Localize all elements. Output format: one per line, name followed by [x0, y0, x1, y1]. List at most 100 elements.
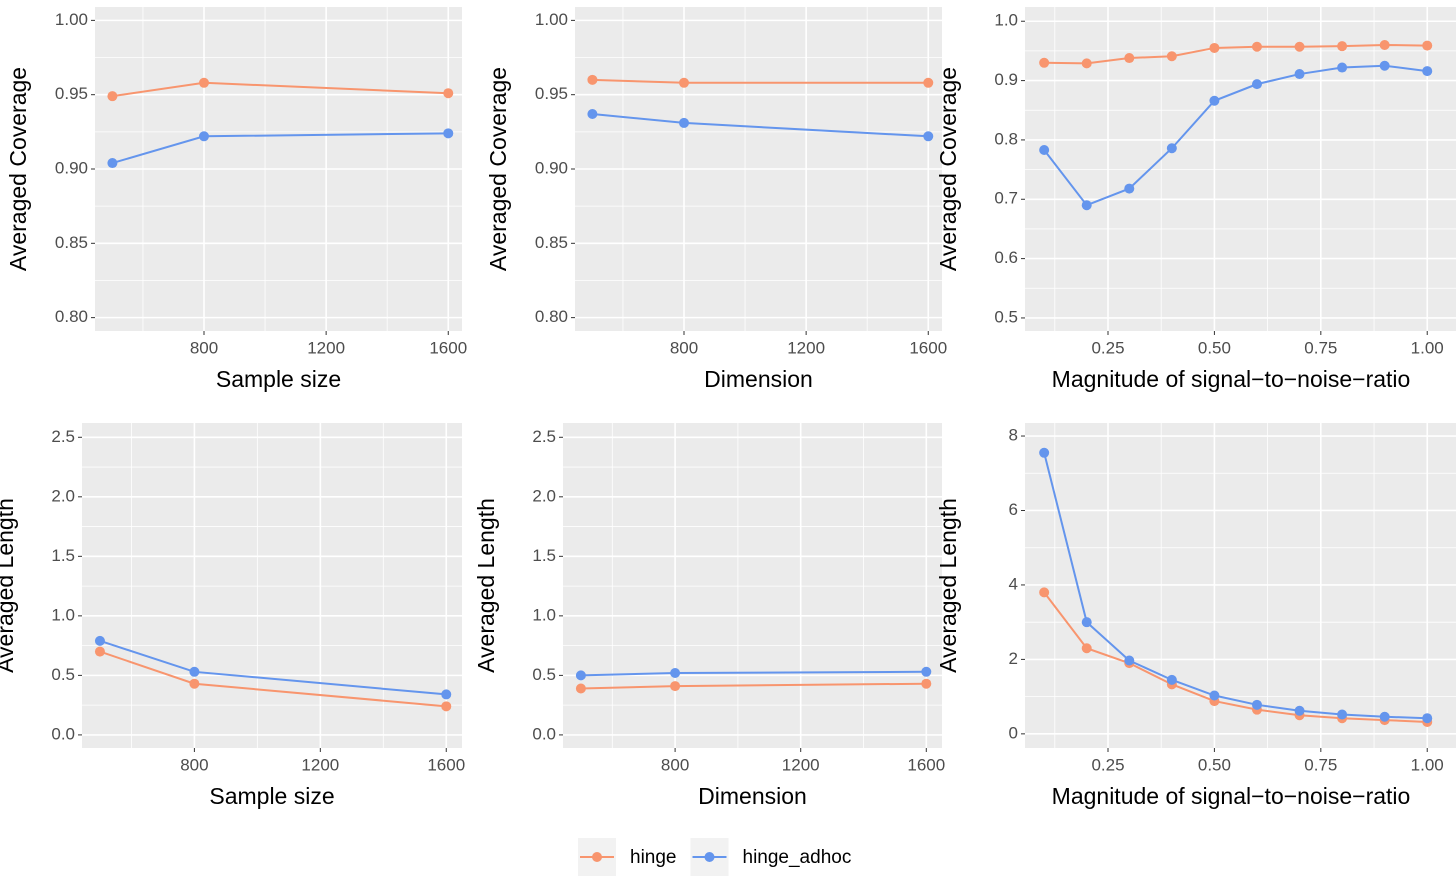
y-axis-title: Averaged Coverage [5, 67, 31, 271]
x-tick-label: 1.00 [1411, 338, 1444, 357]
y-tick-label: 0.85 [535, 233, 568, 252]
data-point [443, 128, 454, 139]
y-tick-label: 2.5 [51, 427, 75, 446]
y-axis-title: Averaged Length [935, 498, 961, 673]
x-tick-label: 1.00 [1411, 755, 1444, 774]
x-tick-label: 0.75 [1304, 755, 1337, 774]
x-axis-title: Magnitude of signal−to−noise−ratio [1052, 783, 1411, 809]
y-tick-label: 0.8 [994, 129, 1018, 148]
data-point [1039, 145, 1050, 156]
x-tick-label: 1200 [307, 338, 345, 357]
data-point [1081, 58, 1092, 69]
series-line [1043, 452, 1428, 720]
y-tick-label: 0.80 [535, 307, 568, 326]
x-tick-label: 800 [661, 755, 689, 774]
x-tick-label: 1600 [909, 338, 947, 357]
data-point [587, 74, 598, 85]
y-tick-label: 1.5 [51, 546, 75, 565]
data-point [1337, 62, 1348, 73]
data-point [1337, 709, 1348, 720]
y-tick-label: 1.0 [51, 605, 75, 624]
data-point [1294, 69, 1305, 80]
y-tick-label: 0 [1009, 723, 1018, 742]
data-point [189, 666, 200, 677]
data-point [1251, 699, 1262, 710]
y-tick-label: 0.90 [535, 158, 568, 177]
y-tick-label: 2.0 [532, 486, 556, 505]
data-point [1337, 41, 1348, 52]
y-tick-label: 0.7 [994, 189, 1018, 208]
panel: 0.80 0.85 0.90 0.95 1.00 800 1200 1600 Sample si… [5, 7, 467, 392]
y-tick-label: 0.90 [55, 158, 88, 177]
series-line [1043, 591, 1428, 723]
y-tick-label: 2 [1009, 649, 1018, 668]
panel: 0.0 0.5 1.0 1.5 2.0 2.5 800 1200 1600 Sample size… [0, 423, 465, 809]
data-point [94, 646, 105, 657]
data-point [1124, 655, 1135, 666]
y-axis-title: Averaged Length [0, 498, 18, 673]
series-line [1043, 64, 1428, 207]
y-tick-label: 1.00 [535, 10, 568, 29]
panel-background [1025, 7, 1456, 331]
panel: 0.5 0.6 0.7 0.8 0.9 1.0 0.25 0.50 0.75 1.00Magnit… [935, 7, 1456, 392]
y-tick-label: 0.5 [51, 665, 75, 684]
data-point [1124, 183, 1135, 194]
y-tick-label: 8 [1009, 426, 1018, 445]
y-tick-label: 1.0 [532, 605, 556, 624]
legend-label: hinge [630, 847, 677, 868]
y-tick-label: 0.85 [55, 233, 88, 252]
data-point [441, 701, 452, 712]
data-point [1166, 51, 1177, 62]
legend-key-point [704, 852, 715, 862]
x-tick-label: 0.75 [1304, 338, 1337, 357]
data-point [921, 666, 932, 677]
data-point [1124, 53, 1135, 64]
data-point [1422, 713, 1433, 724]
y-tick-label: 0.6 [994, 248, 1018, 267]
data-point [1166, 143, 1177, 154]
x-tick-label: 1600 [429, 338, 467, 357]
data-point [1081, 200, 1092, 211]
x-tick-label: 0.25 [1091, 338, 1124, 357]
series-line [1044, 43, 1428, 65]
data-point [1379, 711, 1390, 722]
data-point [923, 131, 934, 142]
data-point [923, 77, 934, 88]
panel: 0.0 0.5 1.0 1.5 2.0 2.5 800 1200 1600 Dimension Av… [473, 423, 945, 809]
data-point [199, 131, 210, 142]
data-point [1166, 674, 1177, 685]
panel-background [563, 423, 942, 748]
y-tick-label: 1.00 [55, 10, 88, 29]
y-axis-title: Averaged Coverage [485, 67, 511, 271]
y-axis-title: Averaged Coverage [935, 67, 961, 271]
panel: 0.80 0.85 0.90 0.95 1.00 800 1200 1600 Dimension… [485, 7, 947, 392]
data-point [1039, 447, 1050, 458]
x-axis-title: Magnitude of signal−to−noise−ratio [1052, 366, 1411, 392]
x-tick-label: 0.50 [1198, 755, 1231, 774]
data-point [1251, 41, 1262, 52]
y-tick-label: 0.9 [994, 70, 1018, 89]
data-point [443, 88, 454, 99]
legend: hinge hinge_adhoc [575, 836, 880, 876]
data-point [1251, 79, 1262, 90]
y-tick-label: 0.0 [532, 724, 556, 743]
x-tick-label: 1600 [427, 755, 465, 774]
x-tick-label: 800 [180, 755, 208, 774]
x-tick-label: 0.25 [1091, 755, 1124, 774]
data-point [1379, 39, 1390, 50]
y-tick-label: 4 [1009, 574, 1018, 593]
data-point [670, 681, 681, 692]
data-point [1379, 60, 1390, 71]
data-point [1422, 66, 1433, 77]
y-tick-label: 0.95 [535, 84, 568, 103]
data-point [94, 635, 105, 646]
data-point [1081, 617, 1092, 628]
data-point [441, 689, 452, 700]
data-point [1294, 705, 1305, 716]
panel-background [82, 423, 462, 748]
x-tick-label: 1200 [782, 755, 820, 774]
data-point [1209, 42, 1220, 53]
y-tick-label: 2.5 [532, 427, 556, 446]
data-point [1422, 40, 1433, 51]
x-tick-label: 800 [670, 338, 698, 357]
